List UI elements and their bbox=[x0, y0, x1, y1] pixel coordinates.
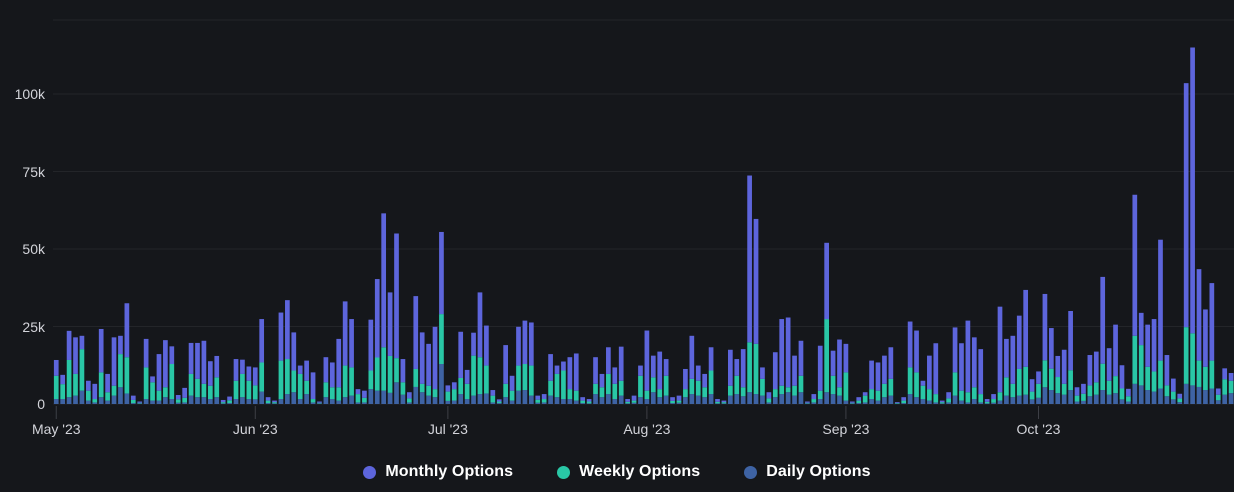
stacked-bar-plot-area[interactable] bbox=[0, 0, 1234, 455]
legend-label-weekly-options: Weekly Options bbox=[579, 463, 701, 480]
legend-item-weekly-options[interactable]: Weekly Options bbox=[557, 463, 700, 481]
y-tick-label: 100k bbox=[14, 86, 45, 102]
x-tick-label: May '23 bbox=[31, 421, 81, 437]
y-tick-label: 25k bbox=[22, 318, 45, 335]
weekly-options-dot-icon bbox=[557, 465, 571, 479]
x-tick-label: Aug '23 bbox=[623, 421, 671, 437]
x-tick-label: Sep '23 bbox=[822, 421, 870, 437]
monthly-options-dot-icon bbox=[363, 465, 377, 479]
y-tick-label: 75k bbox=[22, 163, 45, 180]
legend-label-daily-options: Daily Options bbox=[766, 463, 871, 480]
legend-item-monthly-options[interactable]: Monthly Options bbox=[363, 463, 513, 481]
x-tick-label: Oct '23 bbox=[1016, 421, 1061, 437]
legend-item-daily-options[interactable]: Daily Options bbox=[744, 463, 871, 481]
chart-legend: Monthly Options Weekly Options Daily Opt… bbox=[0, 458, 1234, 486]
y-tick-label: 50k bbox=[22, 241, 45, 257]
x-tick-label: Jul '23 bbox=[427, 421, 468, 437]
legend-label-monthly-options: Monthly Options bbox=[385, 463, 514, 480]
y-tick-label: 0 bbox=[37, 396, 45, 412]
daily-options-dot-icon bbox=[744, 465, 758, 479]
x-tick-label: Jun '23 bbox=[232, 421, 278, 437]
